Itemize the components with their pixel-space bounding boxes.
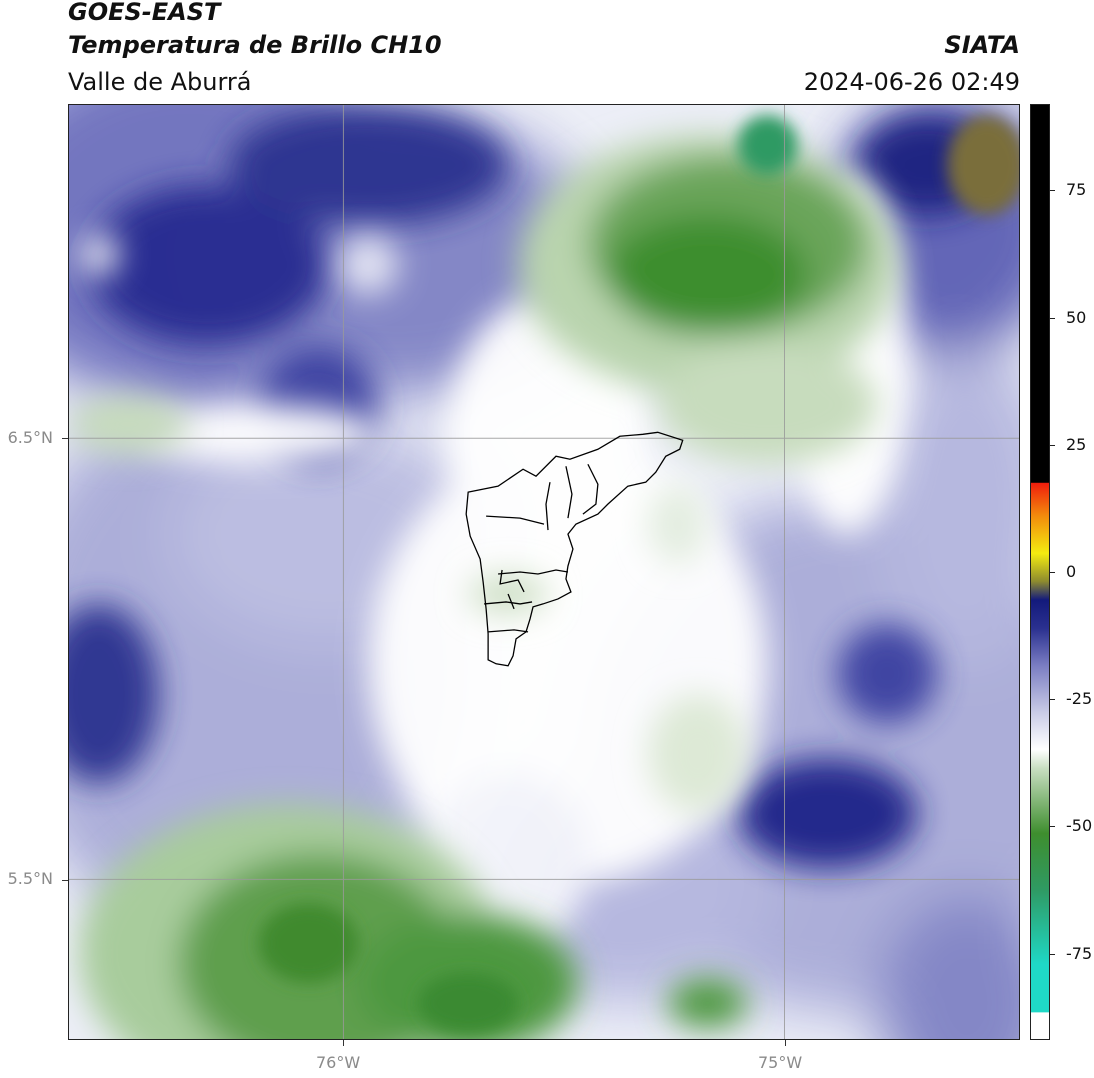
colorbar-tick-label: -75 (1066, 944, 1093, 963)
org-label: SIATA (944, 31, 1020, 59)
colorbar-tick-label: -25 (1066, 689, 1093, 708)
latitude-label-5-5n: 5.5°N (7, 869, 53, 888)
subtitle-region: Valle de Aburrá (68, 68, 252, 96)
graticule (69, 105, 1019, 1039)
title-product: Temperatura de Brillo CH10 (68, 31, 442, 59)
lat-tick-6-5n (62, 438, 68, 439)
longitude-label-75w: 75°W (758, 1053, 803, 1072)
colorbar-tick-mark (1050, 445, 1055, 446)
municipal-line-6 (499, 569, 525, 593)
municipal-line-2 (545, 482, 551, 531)
title-satellite: GOES-EAST (68, 0, 221, 26)
colorbar-tick-label: 25 (1066, 435, 1087, 454)
municipal-line-1 (486, 515, 545, 525)
colorbar-tick-mark (1050, 826, 1055, 827)
municipal-line-5 (498, 569, 569, 575)
latitude-label-6-5n: 6.5°N (7, 428, 53, 447)
municipal-line-4 (582, 463, 599, 515)
colorbar-tick-mark (1050, 954, 1055, 955)
colorbar-tick-mark (1050, 190, 1055, 191)
colorbar-tick-label: 50 (1066, 308, 1087, 327)
municipal-line-8 (488, 629, 529, 633)
municipal-line-3 (565, 466, 573, 519)
aburra-valley-boundaries (465, 431, 684, 667)
valley-outline (465, 431, 684, 667)
lon-tick-76w (343, 1040, 344, 1046)
temperature-colorbar (1030, 104, 1050, 1040)
colorbar-tick-mark (1050, 572, 1055, 573)
municipal-line-9 (507, 593, 515, 610)
colorbar-tick-label: 0 (1066, 562, 1077, 581)
colorbar-tick-label: 75 (1066, 180, 1087, 199)
lon-tick-75w (785, 1040, 786, 1046)
lat-tick-5-5n (62, 880, 68, 881)
timestamp: 2024-06-26 02:49 (803, 68, 1020, 96)
longitude-label-76w: 76°W (316, 1053, 361, 1072)
brightness-temperature-map (69, 105, 1019, 1039)
map-panel[interactable] (68, 104, 1020, 1040)
municipal-line-7 (484, 601, 533, 605)
colorbar-tick-label: -50 (1066, 816, 1093, 835)
colorbar-tick-mark (1050, 699, 1055, 700)
colorbar-tick-mark (1050, 318, 1055, 319)
